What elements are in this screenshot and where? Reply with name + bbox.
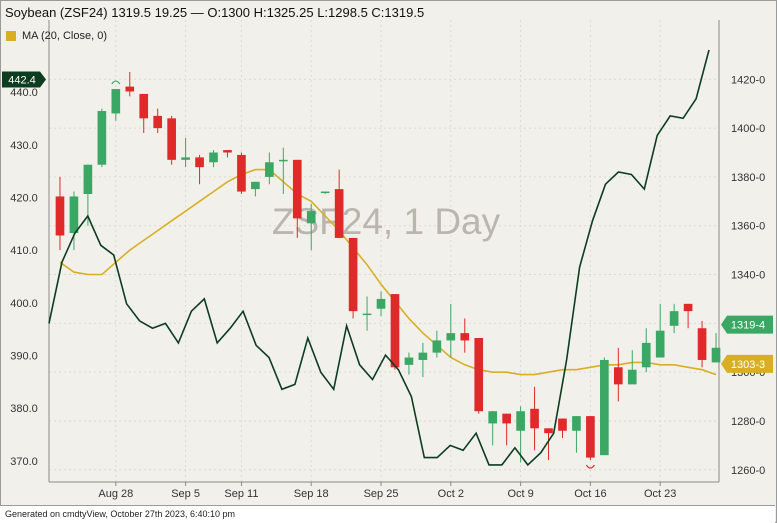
candle-body xyxy=(600,359,609,456)
left-tick-label: 370.0 xyxy=(10,456,38,468)
left-value-badge xyxy=(2,71,46,88)
left-tick-label: 410.0 xyxy=(10,245,38,257)
candle-body xyxy=(516,411,525,431)
line-series xyxy=(48,49,710,467)
candle-body xyxy=(167,118,176,160)
x-tick-label: Sep 18 xyxy=(294,488,329,500)
candle-body xyxy=(488,411,498,424)
candle-body xyxy=(502,413,511,424)
x-tick-label: Sep 5 xyxy=(171,488,200,500)
x-tick-label: Oct 9 xyxy=(507,488,533,500)
candle-body xyxy=(530,408,539,429)
candle-body xyxy=(376,298,386,309)
right-tick-label: 1400-0 xyxy=(731,123,765,135)
candle-body xyxy=(697,328,707,360)
left-tick-label: 390.0 xyxy=(10,351,38,363)
candle-body xyxy=(544,428,553,434)
left-tick-label: 440.0 xyxy=(10,87,38,99)
candle-body xyxy=(251,181,260,190)
right-tick-label: 1420-0 xyxy=(731,74,765,86)
candle-body xyxy=(139,93,149,119)
candle-body xyxy=(558,418,567,431)
right-tick-label: 1340-0 xyxy=(731,270,765,282)
candle-body xyxy=(390,294,400,368)
left-tick-label: 400.0 xyxy=(10,298,38,310)
candle-body xyxy=(683,303,693,312)
left-tick-label: 430.0 xyxy=(10,140,38,152)
candle-body xyxy=(237,154,246,192)
right-value-badge xyxy=(721,354,773,373)
candle-body xyxy=(209,152,218,163)
footer-text: Generated on cmdtyView, October 27th 202… xyxy=(5,509,235,519)
candle-body xyxy=(97,111,107,165)
right-tick-label: 1360-0 xyxy=(731,221,765,233)
chart-title: Soybean (ZSF24) 1319.5 19.25 — O:1300 H:… xyxy=(5,5,425,20)
x-tick-label: Oct 2 xyxy=(438,488,464,500)
left-tick-label: 420.0 xyxy=(10,193,38,205)
left-value-badge-label: 442.4 xyxy=(8,75,36,87)
candle-body xyxy=(613,367,623,385)
candle-body xyxy=(83,164,93,194)
candle-body xyxy=(223,150,232,153)
candle-body xyxy=(181,157,190,160)
candle-body xyxy=(55,196,65,236)
candle-body xyxy=(195,157,204,168)
x-tick-label: Sep 11 xyxy=(224,488,258,500)
x-tick-label: Oct 16 xyxy=(574,488,606,500)
low-marker xyxy=(585,464,595,469)
candle-body xyxy=(641,342,651,368)
candle-body xyxy=(306,211,316,224)
candle-body xyxy=(572,416,581,431)
candle-body xyxy=(404,357,414,365)
right-tick-label: 1280-0 xyxy=(731,416,765,428)
candle-body xyxy=(69,196,79,234)
candle-body xyxy=(362,313,372,316)
candle-body xyxy=(265,162,274,177)
left-tick-label: 380.0 xyxy=(10,403,38,415)
candle-body xyxy=(711,347,721,363)
candle-body xyxy=(348,237,358,312)
x-tick-label: Aug 28 xyxy=(98,488,133,500)
candle-body xyxy=(153,115,163,129)
candle-body xyxy=(460,333,470,341)
x-tick-label: Sep 25 xyxy=(364,488,399,500)
x-tick-label: Oct 23 xyxy=(644,488,676,500)
candle-body xyxy=(655,330,665,358)
candle-body xyxy=(334,189,344,238)
legend-swatch xyxy=(6,31,16,41)
candle-body xyxy=(278,159,288,162)
candle-body xyxy=(586,416,595,458)
candle-body xyxy=(292,159,302,219)
right-value-badge-label: 1319-4 xyxy=(731,320,765,332)
candle-body xyxy=(418,352,428,360)
legend-label: MA (20, Close, 0) xyxy=(22,30,107,42)
candle-body xyxy=(125,86,135,92)
right-value-badge-label: 1303-3 xyxy=(731,359,765,371)
high-marker xyxy=(111,80,121,85)
legend: MA (20, Close, 0) xyxy=(6,30,107,42)
candle-body xyxy=(432,340,442,353)
candle-body xyxy=(320,191,330,194)
footer: Generated on cmdtyView, October 27th 202… xyxy=(0,505,775,523)
candle-body xyxy=(627,369,637,385)
right-tick-label: 1380-0 xyxy=(731,172,765,184)
candle-body xyxy=(446,333,456,341)
candle-body xyxy=(669,311,679,326)
candle-body xyxy=(474,338,484,412)
watermark: ZSF24, 1 Day xyxy=(272,201,501,242)
right-value-badge xyxy=(721,315,773,334)
candle-body xyxy=(111,89,121,114)
plot-area xyxy=(49,20,719,482)
right-tick-label: 1260-0 xyxy=(731,465,765,477)
